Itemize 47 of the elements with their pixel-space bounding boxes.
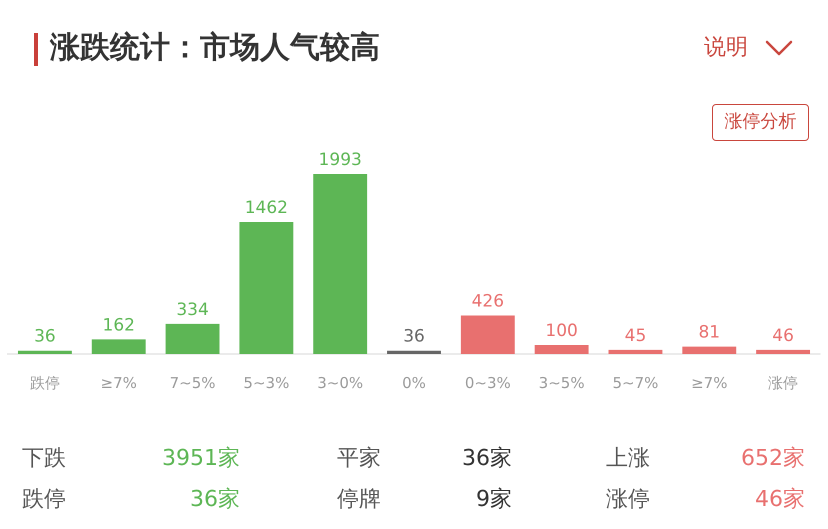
bar: [166, 324, 220, 354]
text: 652家: [741, 445, 805, 473]
text: 平家: [337, 445, 381, 473]
bar: [608, 350, 662, 354]
data-label: 81: [698, 322, 720, 343]
text: 3951家: [162, 445, 240, 473]
data-label: 36: [34, 326, 56, 347]
data-label: 426: [472, 291, 504, 312]
data-label: 36: [403, 326, 425, 347]
x-tick-label: 涨停: [768, 374, 798, 392]
x-tick-label: 跌停: [30, 374, 60, 392]
text: 9家: [476, 486, 512, 514]
text: 36家: [190, 486, 240, 514]
data-label: 334: [176, 300, 209, 320]
x-tick-label: 0~3%: [464, 374, 511, 392]
x-tick-label: 5~3%: [243, 374, 290, 392]
bar: [460, 316, 515, 354]
x-tick-label: 3~5%: [538, 374, 585, 392]
x-tick-label: ≥7%: [691, 374, 728, 392]
bar: [92, 339, 146, 354]
bar: [239, 222, 294, 354]
bar: [534, 344, 589, 354]
x-tick-label: 0%: [402, 374, 426, 392]
text: 说明: [704, 34, 748, 62]
text: 36家: [462, 445, 512, 473]
text: 涨停: [606, 486, 650, 514]
data-label: 45: [624, 326, 646, 346]
x-tick-label: ≥7%: [100, 374, 137, 392]
x-tick-label: 5~7%: [612, 374, 658, 392]
bar: [682, 346, 736, 354]
x-tick-label: 7~5%: [170, 374, 216, 392]
text: 46家: [755, 486, 805, 514]
text: 下跌: [22, 445, 66, 473]
data-label: 1462: [244, 198, 288, 218]
x-tick-label: 3~0%: [317, 374, 364, 392]
text: 跌停: [22, 486, 66, 514]
text: 上涨: [606, 445, 650, 473]
bar: [18, 350, 72, 354]
chart-title: 涨跌统计：市场人气较高: [50, 29, 380, 67]
data-label: 46: [772, 326, 794, 346]
bar: [313, 174, 368, 354]
bar: [387, 350, 441, 354]
data-label: 162: [102, 315, 135, 336]
data-label: 1993: [318, 150, 362, 170]
text: 停牌: [337, 486, 381, 514]
bar: [756, 350, 810, 354]
data-label: 100: [545, 320, 578, 341]
